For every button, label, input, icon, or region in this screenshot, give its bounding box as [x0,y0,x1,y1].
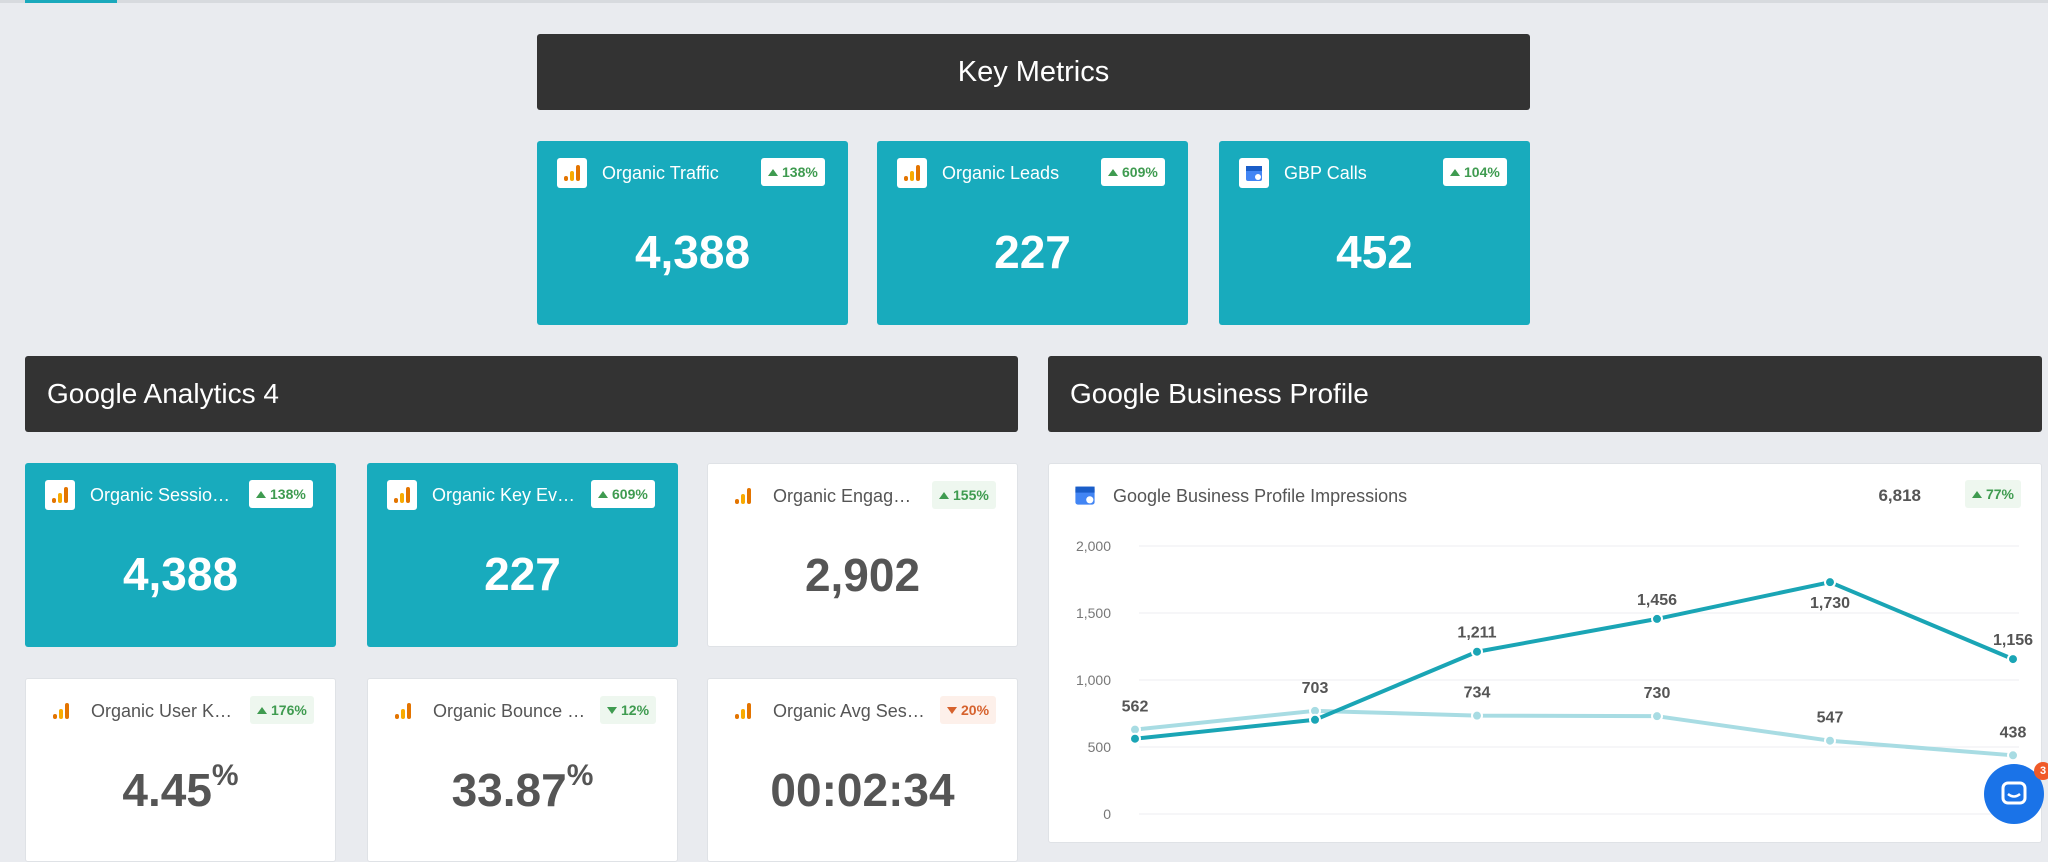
trend-up-icon [939,491,949,499]
data-label: 1,730 [1810,595,1850,612]
change-badge: 609% [1101,158,1165,186]
ga-bars-icon [387,480,417,510]
data-point[interactable] [2007,653,2019,666]
trend-up-icon [257,706,267,714]
data-point[interactable] [1471,709,1483,722]
key-metrics-header: Key Metrics [537,34,1530,110]
card-value: 4.45% [122,759,239,816]
data-point[interactable] [1651,612,1663,625]
ga-bars-icon [557,158,587,188]
chart-title: Google Business Profile Impressions [1113,486,1408,506]
chat-icon [2001,781,2027,805]
card-value: 227 [994,226,1071,278]
data-point[interactable] [1129,732,1141,745]
change-badge: 155% [932,481,996,509]
data-point[interactable] [1651,710,1663,723]
organic-sessions-card[interactable]: Organic Sessio… 138% 4,388 [25,463,336,647]
ga-bars-icon [45,480,75,510]
data-point[interactable] [1824,734,1836,747]
data-label: 730 [1644,685,1671,702]
data-label: 1,456 [1637,592,1677,609]
organic-leads-card[interactable]: Organic Leads 609% 227 [877,141,1188,325]
change-badge: 176% [250,696,314,724]
y-tick-label: 0 [1103,806,1111,822]
card-value: 4,388 [634,226,751,278]
series-line [1134,580,2014,741]
gbp-header: Google Business Profile [1048,356,2042,432]
card-value: 00:02:34 [770,764,955,816]
impressions-line-chart: 0 500 1,000 1,500 2,000 562 703 734 730 547 438 1,2… [1076,538,2033,822]
data-point[interactable] [2007,749,2019,762]
series-line [1134,708,2014,758]
ga-bars-icon [728,481,758,511]
card-value: 227 [484,548,561,600]
organic-key-events-card[interactable]: Organic Key Ev… 609% 227 [367,463,678,647]
data-point[interactable] [1309,713,1321,726]
change-badge: 138% [761,158,825,186]
chat-button[interactable] [1984,764,2044,824]
organic-traffic-card[interactable]: Organic Traffic 138% 4,388 [537,141,848,325]
chat-notification-badge: 3 [2034,762,2048,780]
gbp-store-icon [1239,158,1269,188]
chart-total: 6,818 [1878,486,1921,505]
card-label: Organic Sessio… [90,485,231,505]
y-tick-label: 1,500 [1076,605,1111,621]
data-point[interactable] [1824,576,1836,589]
data-label: 1,211 [1457,625,1496,642]
card-label: Organic Engag… [773,486,912,506]
gbp-impressions-chart-card: Google Business Profile Impressions 6,81… [1048,463,2042,843]
data-label: 547 [1817,710,1844,727]
y-tick-label: 500 [1088,739,1112,755]
trend-down-icon [947,706,957,714]
card-label: Organic Key Ev… [432,485,576,505]
change-badge: 77% [1964,480,2021,508]
gbp-calls-card[interactable]: GBP Calls 104% 452 [1219,141,1530,325]
gbp-store-icon [1075,486,1095,505]
active-tab-indicator [25,0,117,3]
change-badge: 104% [1443,158,1507,186]
trend-up-icon [768,168,778,176]
card-value: 452 [1336,226,1413,278]
change-badge: 20% [940,696,997,724]
change-badge: 12% [600,696,657,724]
trend-up-icon [598,490,608,498]
card-value: 4,388 [122,548,239,600]
organic-bounce-card[interactable]: Organic Bounce … 12% 33.87% [367,678,678,862]
trend-up-icon [1971,490,1982,498]
organic-avg-session-card[interactable]: Organic Avg Ses… 20% 00:02:34 [707,678,1018,862]
data-label: 562 [1122,699,1149,716]
trend-up-icon [1108,168,1118,176]
top-tab-bar [0,0,2048,3]
trend-down-icon [607,706,617,714]
organic-user-key-card[interactable]: Organic User K… 176% 4.45% [25,678,336,862]
card-label: Organic Bounce … [433,701,586,721]
card-label: Organic User K… [91,701,233,721]
data-label: 734 [1464,685,1491,702]
card-label: GBP Calls [1284,163,1367,183]
data-label: 438 [2000,724,2027,741]
ga-bars-icon [728,696,758,726]
ga-bars-icon [388,696,418,726]
gbp-title: Google Business Profile [1070,378,1369,409]
organic-engaged-card[interactable]: Organic Engag… 155% 2,902 [707,463,1018,647]
change-badge: 138% [249,480,313,508]
y-tick-label: 2,000 [1076,538,1111,554]
card-label: Organic Traffic [602,163,719,183]
card-label: Organic Leads [942,163,1060,183]
data-point[interactable] [1471,645,1483,658]
ga-bars-icon [897,158,927,188]
ga4-title: Google Analytics 4 [47,378,279,409]
card-value: 33.87% [451,759,594,816]
ga4-header: Google Analytics 4 [25,356,1018,432]
data-label: 1,156 [1993,632,2033,649]
card-value: 2,902 [804,549,921,601]
change-badge: 609% [591,480,655,508]
y-tick-label: 1,000 [1076,672,1111,688]
ga-bars-icon [46,696,76,726]
key-metrics-title: Key Metrics [957,55,1110,88]
trend-up-icon [1450,168,1460,176]
trend-up-icon [256,490,266,498]
card-label: Organic Avg Ses… [773,701,925,721]
data-label: 703 [1302,680,1329,697]
